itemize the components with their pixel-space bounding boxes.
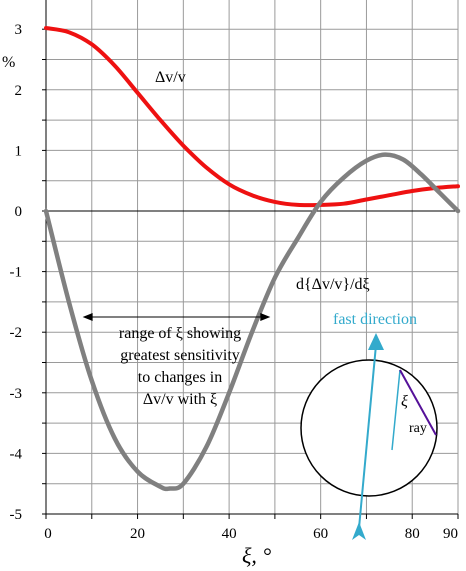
series-label-derivative: d{Δv/v}/dξ bbox=[296, 276, 370, 293]
y-tick-label: 2 bbox=[15, 83, 23, 99]
ray-line bbox=[399, 369, 437, 436]
range-label-line-3: to changes in bbox=[138, 369, 222, 386]
range-label-line-4: Δv/v with ξ bbox=[143, 391, 217, 408]
series-lines bbox=[43, 26, 461, 492]
y-tick-label: -4 bbox=[10, 446, 23, 462]
y-tick-label: 3 bbox=[15, 22, 23, 38]
range-label-line-1: range of ξ showing bbox=[119, 325, 241, 342]
series-label-dv: Δv/v bbox=[155, 69, 186, 86]
y-tick-label: -1 bbox=[10, 265, 23, 281]
x-tick-label: 40 bbox=[222, 526, 237, 542]
inset-diagram: fast direction ξ ray bbox=[300, 311, 438, 540]
x-tick-label: 90 bbox=[443, 526, 458, 542]
fast-direction-label: fast direction bbox=[333, 311, 417, 328]
y-tick-label: -5 bbox=[10, 507, 23, 523]
fast-direction-line bbox=[358, 344, 377, 529]
range-label-line-2: greatest sensitivity bbox=[120, 347, 240, 364]
x-tick-label: 60 bbox=[313, 526, 328, 542]
series-line-derivative bbox=[43, 152, 461, 492]
y-tick-label: -2 bbox=[10, 325, 23, 341]
fast-direction-tail-left bbox=[352, 522, 359, 540]
range-arrow-right-head bbox=[260, 313, 271, 322]
fast-direction-tail-right bbox=[359, 522, 366, 540]
axes bbox=[42, 0, 459, 519]
x-tick-label: 80 bbox=[405, 526, 420, 542]
fast-direction-arrowhead bbox=[368, 333, 384, 350]
y-axis-label: % bbox=[2, 54, 15, 71]
series-line-dv bbox=[44, 26, 460, 208]
range-arrow-left-head bbox=[82, 313, 93, 322]
x-axis-label: ξ, ° bbox=[242, 543, 271, 568]
inset-xi-label: ξ bbox=[401, 393, 408, 410]
xi-reference-line bbox=[391, 369, 401, 451]
x-tick-label: 0 bbox=[44, 526, 52, 542]
x-tick-label: 20 bbox=[130, 526, 145, 542]
y-tick-label: -3 bbox=[10, 386, 23, 402]
inset-ray-label: ray bbox=[409, 421, 427, 436]
y-tick-label: 1 bbox=[15, 143, 23, 159]
range-annotation: range of ξ showing greatest sensitivity … bbox=[82, 313, 271, 408]
y-tick-label: 0 bbox=[15, 204, 23, 220]
tick-labels: 3 2 1 0 -1 -2 -3 -4 -5 0 20 40 60 80 90 bbox=[10, 22, 459, 542]
